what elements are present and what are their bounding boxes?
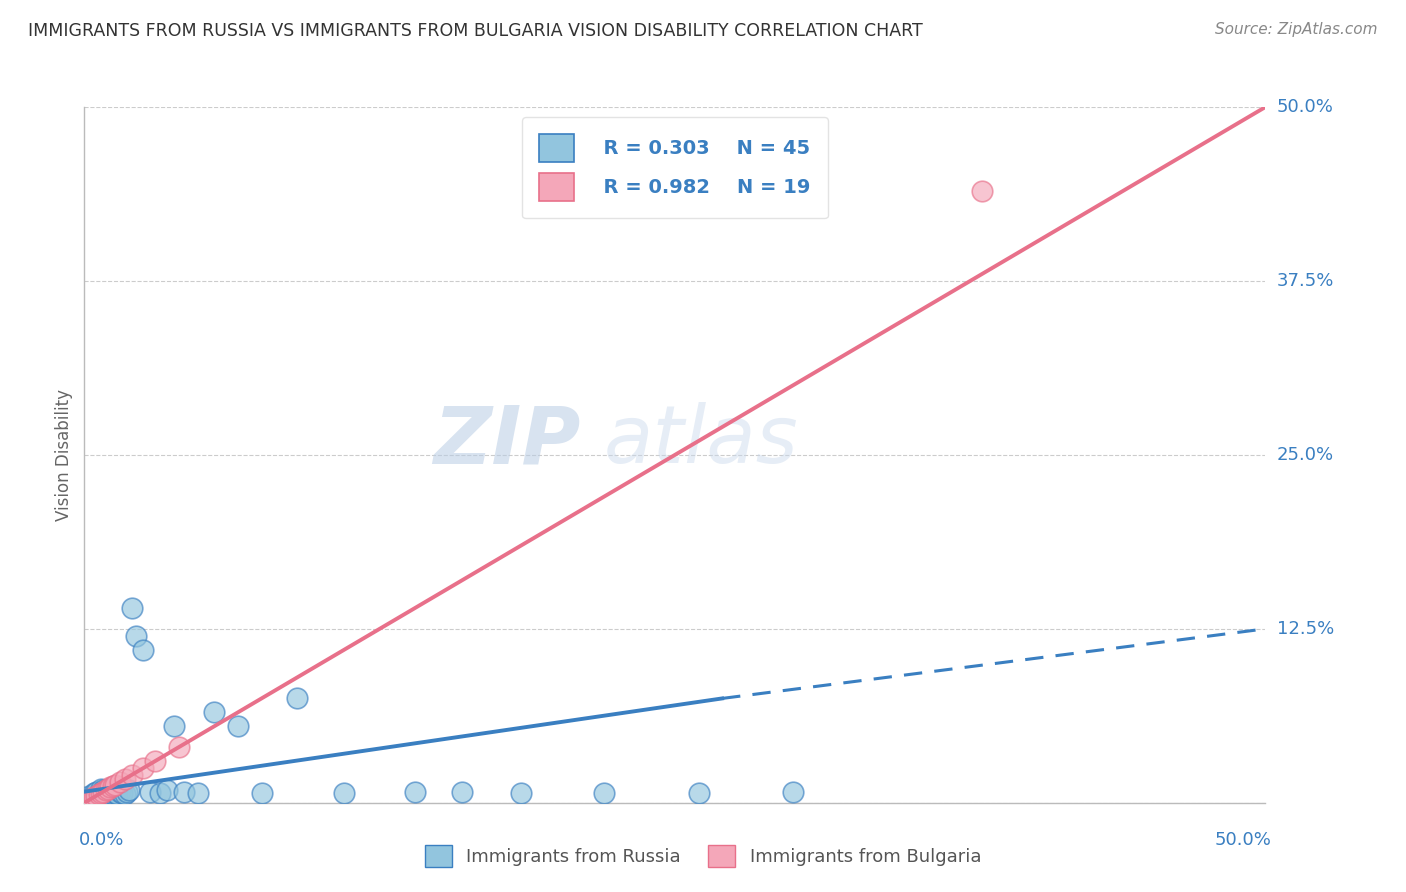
Point [98,780,121,795]
Text: 50.0%: 50.0% [1215,830,1271,848]
Point [101,788,124,802]
Point [118,783,141,797]
Point [84,785,107,799]
Point [108,785,131,799]
Point [94,789,117,803]
Text: ZIP: ZIP [433,402,581,480]
Point [94,785,117,799]
Point [139,785,162,799]
Point [80,791,103,805]
Point [202,706,225,720]
Point [90,781,112,796]
Point [87,788,110,802]
Text: 25.0%: 25.0% [1277,446,1334,464]
Text: atlas: atlas [605,402,799,480]
Point [104,786,127,800]
Point [451,785,474,799]
Point [97,788,120,802]
Point [91,783,114,797]
Point [77,793,100,807]
Point [121,768,143,782]
Point [84,790,107,805]
Point [970,184,993,198]
Point [90,786,112,800]
Point [250,786,273,800]
Point [167,740,190,755]
Legend:   R = 0.303    N = 45,   R = 0.982    N = 19: R = 0.303 N = 45, R = 0.982 N = 19 [522,117,828,219]
Point [593,786,616,800]
Point [97,786,120,800]
Point [121,601,143,615]
Point [111,786,134,800]
Point [688,786,710,800]
Point [115,785,138,799]
Point [285,691,308,706]
Point [83,786,105,800]
Text: 37.5%: 37.5% [1277,272,1334,290]
Text: 12.5%: 12.5% [1277,620,1334,638]
Point [149,786,172,800]
Point [114,788,136,802]
Point [80,791,103,805]
Point [98,785,121,799]
Point [107,788,129,802]
Y-axis label: Vision Disability: Vision Disability [55,389,73,521]
Point [132,642,155,657]
Point [156,783,179,797]
Legend: Immigrants from Russia, Immigrants from Bulgaria: Immigrants from Russia, Immigrants from … [418,838,988,874]
Point [132,761,155,775]
Point [108,775,131,789]
Point [782,785,804,799]
Point [91,785,114,799]
Text: 0.0%: 0.0% [79,830,124,848]
Text: 50.0%: 50.0% [1277,98,1333,116]
Point [77,789,100,803]
Point [510,786,533,800]
Point [104,785,127,799]
Point [114,772,136,786]
Point [91,786,114,800]
Point [404,785,426,799]
Text: IMMIGRANTS FROM RUSSIA VS IMMIGRANTS FROM BULGARIA VISION DISABILITY CORRELATION: IMMIGRANTS FROM RUSSIA VS IMMIGRANTS FRO… [28,22,922,40]
Point [97,781,120,796]
Point [101,779,124,793]
Point [83,790,105,805]
Point [87,789,110,803]
Point [143,754,166,768]
Point [125,629,148,643]
Point [163,719,186,733]
Point [94,783,117,797]
Point [90,788,112,802]
Point [84,789,107,803]
Point [173,785,195,799]
Point [333,786,356,800]
Text: Source: ZipAtlas.com: Source: ZipAtlas.com [1215,22,1378,37]
Point [187,786,209,800]
Point [101,786,124,800]
Point [226,719,249,733]
Point [104,778,127,792]
